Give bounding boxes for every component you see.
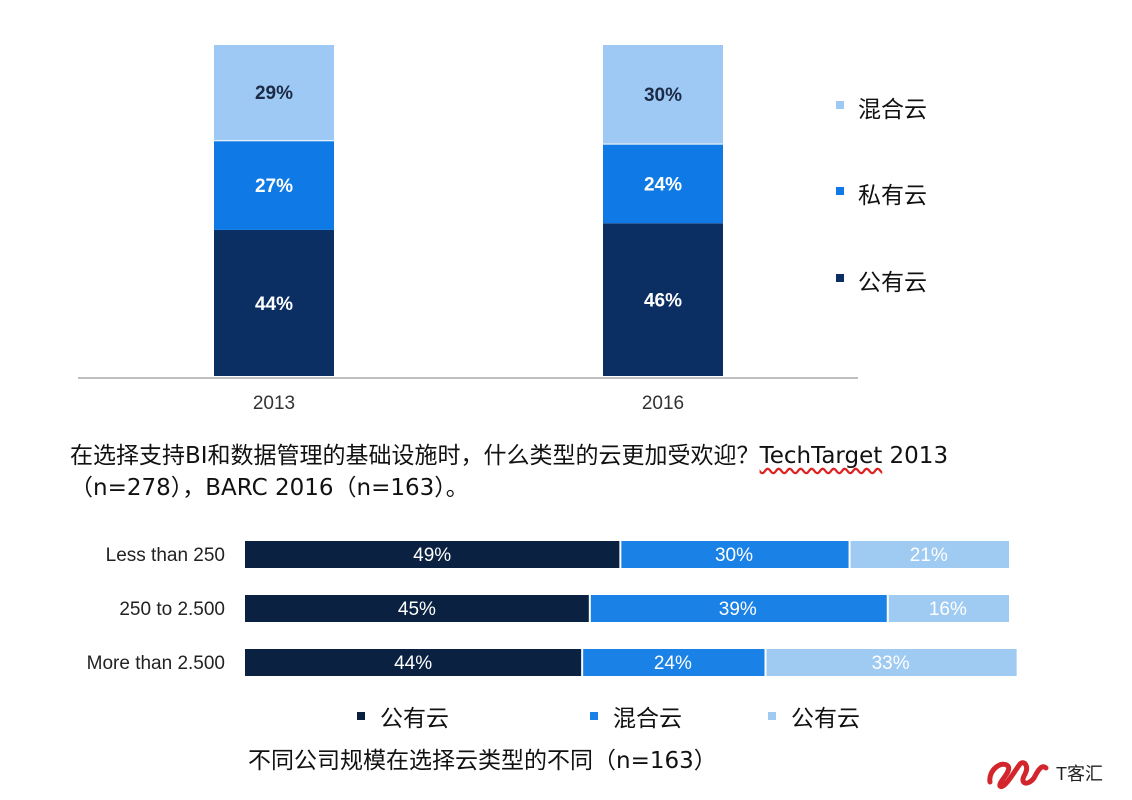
hbar-data-label: 44% [394,653,432,674]
bottom-category-labels: Less than 250 250 to 2.500 More than 2.500 [87,545,225,674]
hbar-data-label: 33% [872,653,910,674]
x-tick-label: 2013 [253,393,295,414]
hbar-data-label: 16% [929,599,967,620]
top-chart-caption: 在选择支持BI和数据管理的基础设施时，什么类型的云更加受欢迎？TechTarge… [70,440,1070,504]
hbar-segment-2-2 [766,649,1017,676]
hbar-segment-1-1 [590,595,887,622]
hbar-segment-1-2 [888,595,1009,622]
bar-data-label: 29% [255,83,293,104]
hbar-segment-0-0 [245,541,620,568]
legend-swatch [590,712,598,720]
legend-label: 公有云 [858,270,927,296]
legend-label: 公有云 [791,706,860,732]
legend-swatch [768,712,776,720]
bar-data-label: 27% [255,176,293,197]
hbar-data-label: 24% [654,653,692,674]
bar-segment-2013-2 [214,45,334,141]
legend-swatch [836,101,844,109]
bar-data-label: 46% [644,291,682,312]
top-chart-bars: 44% 27% 29% 46% 24% 30% [214,45,723,376]
tkehui-logo: T客汇 [987,760,1103,790]
x-tick-label: 2016 [642,393,684,414]
top-x-tick-labels: 2013 2016 [253,393,684,414]
bar-segment-2013-0 [214,229,334,376]
legend-swatch [836,274,844,282]
caption-line1-suffix: 2013 [882,443,949,469]
legend-swatch [357,712,365,720]
legend-label: 混合云 [858,97,927,123]
category-label: Less than 250 [106,545,225,566]
hbar-segment-0-1 [621,541,849,568]
legend-swatch [836,187,844,195]
bar-data-label: 30% [644,85,682,106]
hbar-segment-0-2 [850,541,1009,568]
category-label: More than 2.500 [87,653,225,674]
bar-segment-2013-1 [214,141,334,230]
bar-data-label: 44% [255,294,293,315]
hbar-segment-1-0 [245,595,589,622]
caption-techtarget: TechTarget [759,443,883,469]
logo-swirl-icon [987,760,1049,790]
hbar-data-label: 39% [719,599,757,620]
bar-segment-2016-0 [603,223,723,376]
hbar-segment-2-1 [583,649,765,676]
bar-segment-2016-2 [603,45,723,144]
legend-label: 公有云 [380,706,449,732]
hbar-data-label: 49% [413,545,451,566]
legend-label: 混合云 [613,706,682,732]
hbar-data-label: 45% [398,599,436,620]
hbar-data-label: 21% [910,545,948,566]
chart-cloud-type-by-company-size: 49% 30% 21% 45% 39% 16% 44% 24% 33% Less than 25… [87,541,1017,732]
bar-segment-2016-1 [603,144,723,224]
hbar-data-label: 30% [715,545,753,566]
category-label: 250 to 2.500 [119,599,225,620]
legend-label: 私有云 [858,183,927,209]
hbar-segment-2-0 [245,649,582,676]
logo-text: T客汇 [1056,764,1103,784]
caption-line1-prefix: 在选择支持BI和数据管理的基础设施时，什么类型的云更加受欢迎？ [70,443,760,469]
bottom-chart-bars: 49% 30% 21% 45% 39% 16% 44% 24% 33% [245,541,1017,676]
bar-data-label: 24% [644,174,682,195]
bottom-chart-caption: 不同公司规模在选择云类型的不同（n=163） [248,748,717,774]
caption-line2: （n=278），BARC 2016（n=163）。 [70,475,469,501]
bottom-legend: 公有云 混合云 公有云 [357,706,860,732]
